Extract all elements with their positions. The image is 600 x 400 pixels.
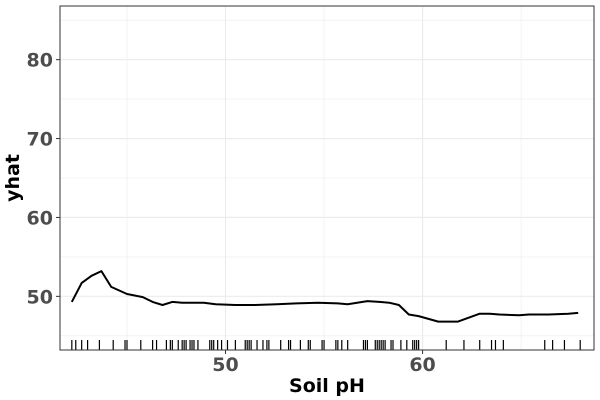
y-tick-label: 60 xyxy=(27,207,53,229)
series-line xyxy=(70,270,579,323)
y-tick-label: 50 xyxy=(27,286,53,308)
x-tick-label: 50 xyxy=(212,354,238,376)
rug xyxy=(71,340,581,350)
grid-major xyxy=(60,6,594,350)
x-axis: 50 60 xyxy=(212,350,436,376)
x-axis-title: Soil pH xyxy=(289,375,365,397)
x-tick-label: 60 xyxy=(409,354,435,376)
y-tick-label: 70 xyxy=(27,129,53,151)
grid-minor xyxy=(60,6,594,350)
panel-border xyxy=(59,5,595,351)
y-axis: 50 60 70 80 xyxy=(27,50,60,308)
y-axis-title: yhat xyxy=(2,154,24,202)
y-tick-label: 80 xyxy=(27,50,53,72)
